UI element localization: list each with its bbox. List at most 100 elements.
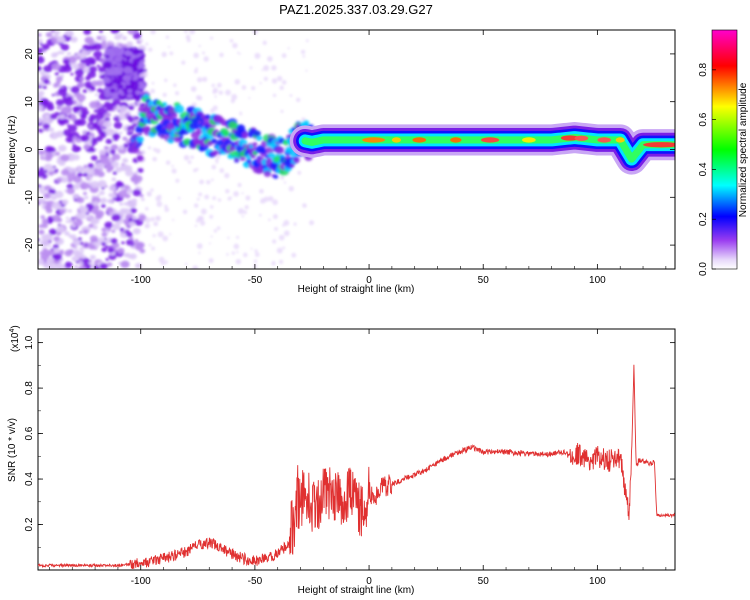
colorbar: 0.0 0.2 0.4 0.6 0.8 Normalized spectral ampl… (698, 29, 749, 276)
spectrogram-noise-blob (106, 165, 114, 172)
spectrogram-noise-blob (195, 67, 198, 70)
spectrogram-noise-blob (93, 50, 103, 59)
spectrogram-ridge-blob (242, 134, 248, 139)
spectrogram-noise-blob (233, 243, 240, 250)
spectrogram-hotspot (450, 137, 462, 143)
spectrogram-noise-blob (293, 222, 297, 226)
spectrogram-noise-blob (41, 77, 46, 81)
spectrogram-noise-blob (200, 220, 206, 226)
spectrogram-noise-blob (87, 163, 94, 169)
spectrogram-noise-blob (117, 247, 125, 254)
spectrogram-noise-blob (72, 249, 81, 257)
spectrogram-noise-blob (151, 81, 155, 85)
spectrogram-noise-blob (211, 83, 215, 88)
spectrogram-noise-blob (55, 177, 63, 183)
spectrogram-noise-blob (198, 44, 201, 48)
spectrogram-noise-blob (238, 52, 241, 55)
spectrogram-noise-blob (224, 172, 230, 179)
spectrogram-noise-blob (98, 66, 106, 73)
spectrogram-x-axis: -100 -50 0 50 100 (49, 30, 667, 286)
spectrogram-noise-blob (281, 80, 287, 85)
spectrogram-noise-blob (84, 110, 90, 115)
spectrogram-noise-blob (215, 161, 219, 164)
spectrogram-noise-blob (48, 189, 54, 194)
spectrogram-noise-blob (44, 204, 52, 211)
spectrogram-noise-blob (104, 91, 112, 98)
spectrogram-ridge-blob (143, 93, 149, 99)
spectrogram-noise-blob (102, 76, 111, 84)
spectrogram-ridge-blob (211, 138, 217, 144)
spectrogram-hotspot (615, 137, 625, 143)
spectrogram-noise-blob (77, 237, 82, 241)
spectrogram-noise-blob (135, 244, 143, 251)
spectrogram-noise-blob (276, 247, 283, 254)
spectrogram-noise-blob (254, 52, 261, 59)
spectrogram-noise-blob (65, 216, 69, 220)
spectrogram-noise-blob (80, 182, 90, 190)
spectrogram-noise-blob (156, 201, 163, 207)
spectrogram-noise-blob (86, 56, 96, 65)
spectrogram-noise-blob (74, 265, 78, 268)
spectrogram-noise-blob (272, 93, 277, 98)
spectrogram-noise-blob (107, 247, 115, 253)
spectrogram-noise-blob (226, 253, 229, 256)
spectrogram-noise-blob (62, 65, 72, 73)
spectrogram-noise-blob (127, 30, 137, 35)
spectrogram-noise-blob (120, 260, 130, 269)
spectrogram-noise-blob (72, 239, 81, 246)
spectrogram-noise-blob (135, 90, 141, 96)
spectrogram-noise-blob (61, 106, 71, 115)
snr-ytick-label: 0.4 (24, 472, 35, 486)
spectrogram-hotspot (560, 135, 580, 141)
spectrogram-noise-blob (198, 192, 203, 197)
snr-frame (37, 328, 676, 571)
spectrogram-noise-blob (184, 30, 188, 34)
spectrogram-ridge-blob (222, 130, 230, 137)
spectrogram-noise-blob (51, 62, 61, 71)
spectrogram-noise-blob (110, 161, 120, 168)
spectrogram-noise-blob (118, 105, 128, 113)
spectrogram-noise-blob (53, 236, 60, 242)
spectrogram-noise-blob (175, 178, 180, 183)
spectrogram-noise-blob (214, 95, 217, 98)
spectrogram-noise-blob (48, 228, 57, 235)
snr-ytick-label: 0.6 (24, 426, 35, 440)
colorbar-gradient (711, 29, 738, 270)
spectrogram-noise-blob (38, 94, 43, 101)
spectrogram-noise-blob (133, 175, 143, 183)
spectrogram-noise-blob (131, 48, 140, 56)
spectrogram-noise-blob (144, 207, 149, 211)
spectrogram-noise-blob (43, 79, 50, 85)
spectrogram-noise-blob (127, 88, 133, 94)
spectrogram-noise-blob (196, 197, 200, 201)
spectrogram-noise-blob (267, 56, 273, 62)
spectrogram-noise-blob (241, 85, 247, 90)
spectrogram-noise-blob (171, 164, 174, 168)
spectrogram-noise-blob (206, 179, 211, 185)
spectrogram-noise-blob (187, 160, 192, 165)
spectrogram-noise-blob (301, 49, 306, 55)
spectrogram-noise-blob (95, 57, 100, 61)
spectrogram-noise-blob (66, 187, 75, 195)
spectrogram-noise-blob (160, 261, 166, 266)
spectrogram-noise-blob (84, 81, 93, 89)
spectrogram-noise-blob (199, 179, 204, 185)
spectrogram-noise-blob (124, 50, 132, 57)
spectrogram-noise-blob (100, 197, 108, 204)
spectrogram-noise-blob (267, 196, 274, 202)
spectrogram-noise-blob (148, 47, 153, 52)
spectrogram-noise-blob (94, 162, 105, 170)
spectrogram-noise-blob (139, 151, 143, 155)
spectrogram-noise-blob (268, 218, 271, 222)
spectrogram-noise-blob (45, 32, 53, 38)
spectrogram-noise-blob (85, 212, 89, 215)
spectrogram-noise-blob (169, 51, 174, 56)
spectrogram-noise-blob (45, 128, 49, 132)
spectrogram-noise-blob (90, 155, 98, 161)
spectrogram-noise-blob (189, 30, 196, 35)
spectrogram-noise-blob (67, 218, 74, 224)
spectrogram-noise-blob (217, 82, 222, 88)
spectrogram-ridge-blob (263, 170, 272, 177)
spectrogram-noise-blob (67, 56, 77, 64)
spectrogram-noise-blob (96, 64, 101, 68)
